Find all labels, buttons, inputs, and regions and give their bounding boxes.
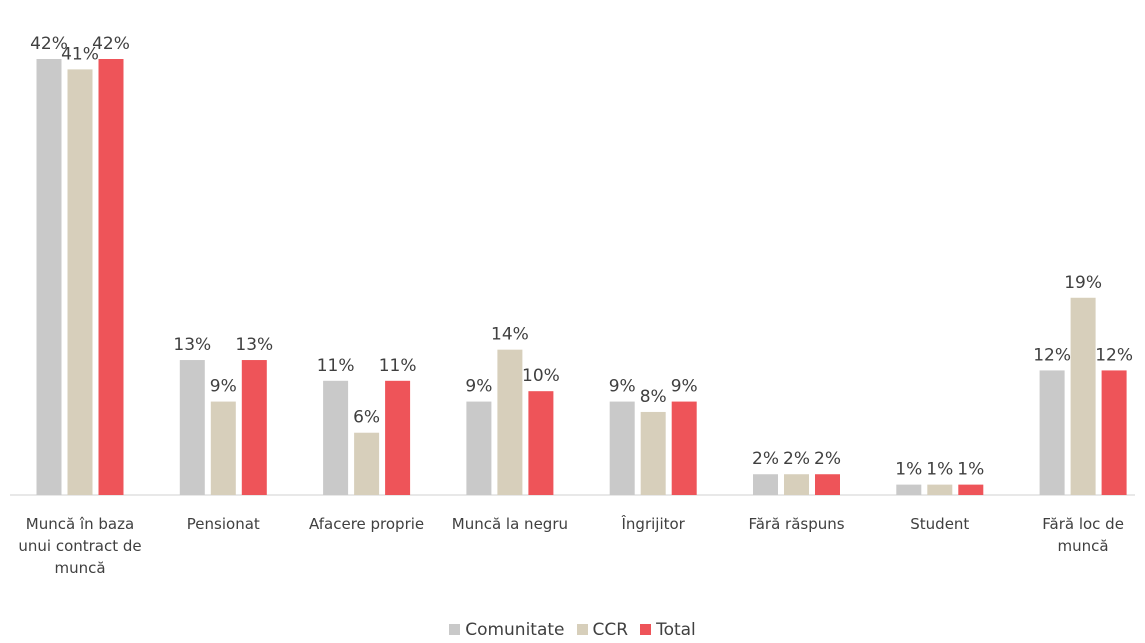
data-label: 9% bbox=[210, 377, 237, 397]
data-label: 13% bbox=[235, 335, 273, 355]
x-tick-label: Îngrijitor bbox=[621, 515, 685, 533]
data-label: 2% bbox=[752, 449, 779, 469]
bar bbox=[466, 401, 492, 495]
data-label: 2% bbox=[783, 449, 810, 469]
x-tick-label: Muncă în baza unui contract de muncă bbox=[18, 515, 142, 577]
bar bbox=[354, 432, 380, 495]
x-tick-label: Student bbox=[910, 515, 970, 533]
bar bbox=[671, 401, 697, 495]
bar bbox=[815, 474, 840, 495]
bar bbox=[609, 401, 635, 495]
data-label: 12% bbox=[1033, 345, 1071, 365]
legend-label: Comunitate bbox=[465, 620, 565, 640]
data-label: 10% bbox=[522, 366, 560, 386]
legend-item: Comunitate bbox=[449, 620, 565, 640]
x-tick-label: Muncă la negru bbox=[451, 515, 568, 533]
data-label: 9% bbox=[671, 377, 698, 397]
bar bbox=[179, 360, 205, 495]
bar bbox=[1101, 370, 1127, 495]
bar bbox=[497, 349, 523, 495]
bar bbox=[36, 59, 62, 495]
bar bbox=[1039, 370, 1065, 495]
legend-swatch bbox=[576, 624, 588, 635]
data-label: 9% bbox=[609, 377, 636, 397]
data-label: 2% bbox=[814, 449, 841, 469]
data-label: 13% bbox=[173, 335, 211, 355]
bar bbox=[784, 474, 809, 495]
x-tick-label: Afacere proprie bbox=[309, 515, 425, 533]
data-label: 14% bbox=[491, 325, 529, 345]
legend-item: Total bbox=[640, 620, 696, 640]
bar bbox=[67, 69, 93, 495]
data-label: 1% bbox=[926, 460, 953, 480]
bar bbox=[640, 411, 666, 495]
legend-swatch bbox=[640, 624, 652, 635]
legend-item: CCR bbox=[576, 620, 629, 640]
bar bbox=[753, 474, 778, 495]
legend-swatch bbox=[449, 624, 461, 635]
bar bbox=[385, 380, 411, 495]
data-label: 12% bbox=[1095, 345, 1133, 365]
bar bbox=[528, 391, 554, 495]
data-label: 41% bbox=[61, 44, 99, 64]
data-label: 11% bbox=[317, 356, 355, 376]
data-label: 8% bbox=[640, 387, 667, 407]
x-tick-label: Fără răspuns bbox=[748, 515, 845, 533]
data-label: 11% bbox=[379, 356, 417, 376]
data-label: 1% bbox=[957, 460, 984, 480]
data-label: 19% bbox=[1064, 273, 1102, 293]
x-tick-label: Pensionat bbox=[186, 515, 260, 533]
data-label: 6% bbox=[353, 408, 380, 428]
legend-label: Total bbox=[656, 620, 696, 640]
bar bbox=[98, 59, 124, 495]
data-label: 1% bbox=[895, 460, 922, 480]
bar bbox=[323, 380, 349, 495]
bar bbox=[896, 484, 922, 495]
data-label: 42% bbox=[92, 34, 130, 54]
bar bbox=[927, 484, 953, 495]
legend-label: CCR bbox=[592, 620, 629, 640]
bar bbox=[958, 484, 984, 495]
bar bbox=[241, 360, 267, 495]
bar bbox=[1070, 297, 1096, 495]
x-tick-label: Fără loc de muncă bbox=[1042, 515, 1124, 555]
data-label: 42% bbox=[30, 34, 68, 54]
legend: Comunitate CCR Total bbox=[0, 620, 1145, 640]
bar bbox=[210, 401, 236, 495]
data-label: 9% bbox=[465, 377, 492, 397]
